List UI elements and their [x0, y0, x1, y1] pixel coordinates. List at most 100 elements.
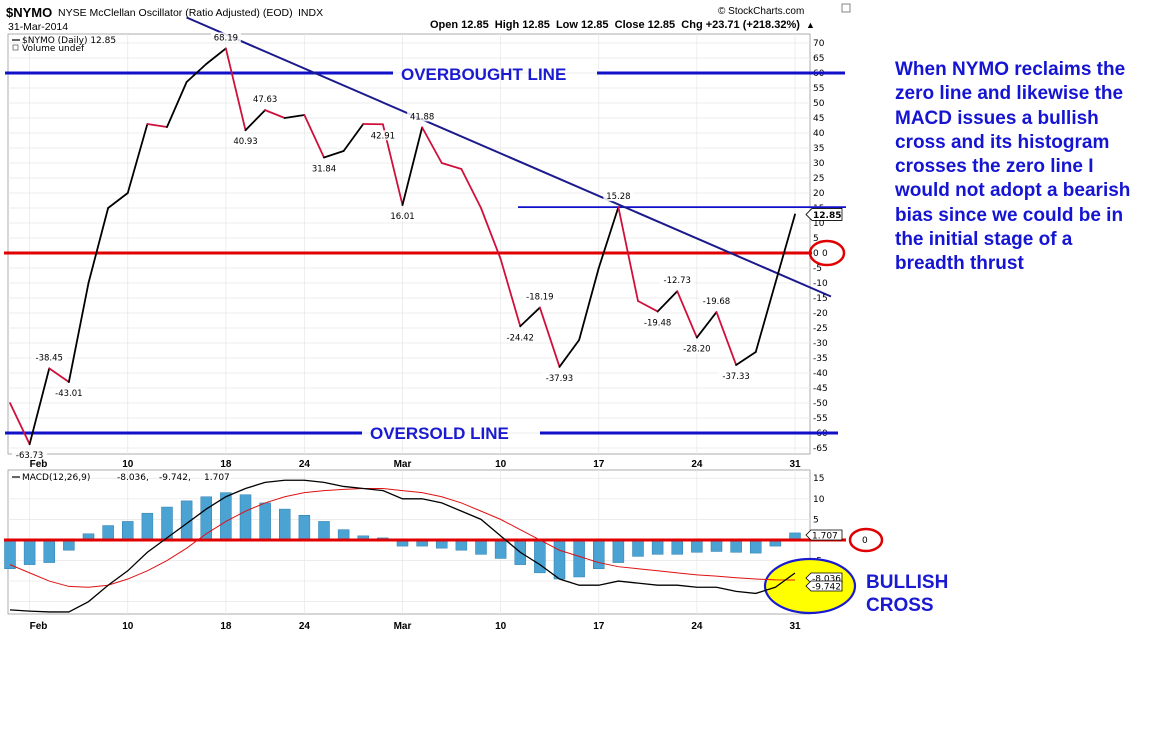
- x-tick-label: 24: [299, 459, 311, 470]
- macd-y-tick-label: 5: [813, 515, 819, 525]
- point-label: 41.88: [410, 112, 434, 122]
- y-tick-label: 45: [813, 114, 824, 124]
- y-tick-label: -50: [813, 399, 828, 409]
- legend-main-label: $NYMO (Daily) 12.85: [22, 36, 116, 46]
- macd-legend-macd-value: -8.036,: [117, 473, 149, 483]
- legend-volume-label: Volume undef: [22, 44, 85, 54]
- point-label-bg: [210, 32, 241, 43]
- y-tick-label: 5: [813, 234, 819, 244]
- y-tick-label: 25: [813, 174, 824, 184]
- nymo-segment: [185, 63, 208, 83]
- oscillator-series: [9, 47, 796, 446]
- y-tick-label: 50: [813, 99, 825, 109]
- nymo-segment: [48, 367, 70, 383]
- x-tick-label: 24: [691, 459, 703, 470]
- nymo-segment: [558, 339, 581, 368]
- histogram-bar: [318, 521, 330, 541]
- x-tick-label: Mar: [394, 459, 412, 470]
- histogram-bar: [573, 539, 585, 578]
- nymo-segment: [637, 300, 659, 313]
- point-label-bg: [309, 163, 339, 174]
- nymo-segment: [715, 311, 738, 366]
- y-tick-label: 55: [813, 84, 824, 94]
- y-tick-label: -45: [813, 384, 828, 394]
- macd-zero-line-group: 0: [4, 527, 884, 553]
- point-label: -37.33: [722, 372, 749, 382]
- histogram-bar: [63, 539, 75, 551]
- nymo-segment: [107, 192, 129, 209]
- nymo-segment: [676, 290, 698, 339]
- nymo-segment: [735, 351, 757, 366]
- up-arrow-icon: ▲: [806, 20, 815, 30]
- nymo-segment: [499, 258, 522, 328]
- macd-legend-name: MACD(12,26,9): [22, 473, 90, 483]
- histogram-bar: [691, 539, 703, 553]
- histogram-bar: [632, 539, 644, 557]
- point-label: -19.68: [703, 297, 730, 307]
- macd-x-axis: Feb 10 18 24 Mar 10 17 24 31: [30, 621, 801, 632]
- point-label: 68.19: [214, 33, 238, 43]
- nymo-segment: [87, 207, 110, 284]
- point-label-bg: [541, 372, 578, 383]
- macd-lines: 1.707 -8.036-9.742: [9, 479, 857, 615]
- histogram-bar: [494, 539, 507, 559]
- point-label-bg: [387, 210, 418, 221]
- macd-x-tick-label: 24: [691, 621, 703, 632]
- histogram-bar: [710, 539, 723, 552]
- y-tick-label: -35: [813, 354, 828, 364]
- chart-description: NYSE McClellan Oscillator (Ratio Adjuste…: [58, 7, 293, 19]
- point-label-bg: [250, 94, 281, 105]
- macd-signal-tag: -9.742: [812, 583, 841, 593]
- nymo-segment: [146, 123, 168, 128]
- point-label: -43.01: [55, 389, 82, 399]
- close-icon[interactable]: [841, 3, 851, 13]
- x-tick-label: 18: [220, 459, 232, 470]
- point-label: -12.73: [664, 276, 691, 286]
- point-label: 40.93: [233, 137, 257, 147]
- y-tick-label: -20: [813, 309, 828, 319]
- bullish-label: BULLISH: [866, 572, 948, 593]
- trendline-group: [186, 16, 832, 298]
- macd-x-tick-label: 31: [789, 621, 801, 632]
- histogram-bar: [593, 539, 605, 569]
- histogram-bar: [651, 539, 664, 555]
- y-tick-label: -55: [813, 414, 828, 424]
- nymo-segment: [342, 123, 365, 152]
- nymo-segment: [695, 311, 718, 339]
- x-tick-label: 10: [122, 459, 134, 470]
- point-label-bg: [31, 352, 67, 363]
- histogram-bar: [23, 539, 36, 565]
- cross-label: CROSS: [866, 595, 934, 616]
- point-label: 16.01: [390, 212, 414, 222]
- point-label: 15.28: [606, 192, 630, 202]
- point-label-bg: [603, 191, 634, 202]
- macd-hist-tag: 1.707: [812, 532, 838, 542]
- histogram-bar: [102, 525, 114, 541]
- point-label-bg: [640, 317, 676, 328]
- oversold-label: OVERSOLD LINE: [370, 424, 509, 443]
- point-label-bg: [522, 291, 558, 302]
- zero-circle: [808, 239, 846, 267]
- signal-line: [9, 488, 796, 588]
- exchange-code: INDX: [298, 7, 323, 19]
- macd-histogram: [4, 492, 801, 580]
- point-label-bg: [659, 275, 695, 286]
- macd-x-tick-label: Mar: [394, 621, 412, 632]
- oscillator-frame: [7, 33, 811, 455]
- y-tick-label: -25: [813, 324, 828, 334]
- point-label: -37.93: [546, 374, 573, 384]
- macd-hist-tag-box: [805, 529, 843, 541]
- histogram-bar: [475, 539, 487, 555]
- macd-y-tick-label: 15: [813, 474, 824, 484]
- histogram-bar: [337, 529, 350, 541]
- brand-watermark: © StockCharts.com: [718, 6, 804, 17]
- nymo-segment: [126, 123, 149, 194]
- y-tick-label: 65: [813, 54, 824, 64]
- point-label-bg: [679, 343, 715, 354]
- nymo-segment: [656, 290, 679, 313]
- histogram-bar: [298, 515, 311, 541]
- point-label: 42.91: [371, 131, 395, 141]
- y-tick-label: 0: [813, 249, 819, 259]
